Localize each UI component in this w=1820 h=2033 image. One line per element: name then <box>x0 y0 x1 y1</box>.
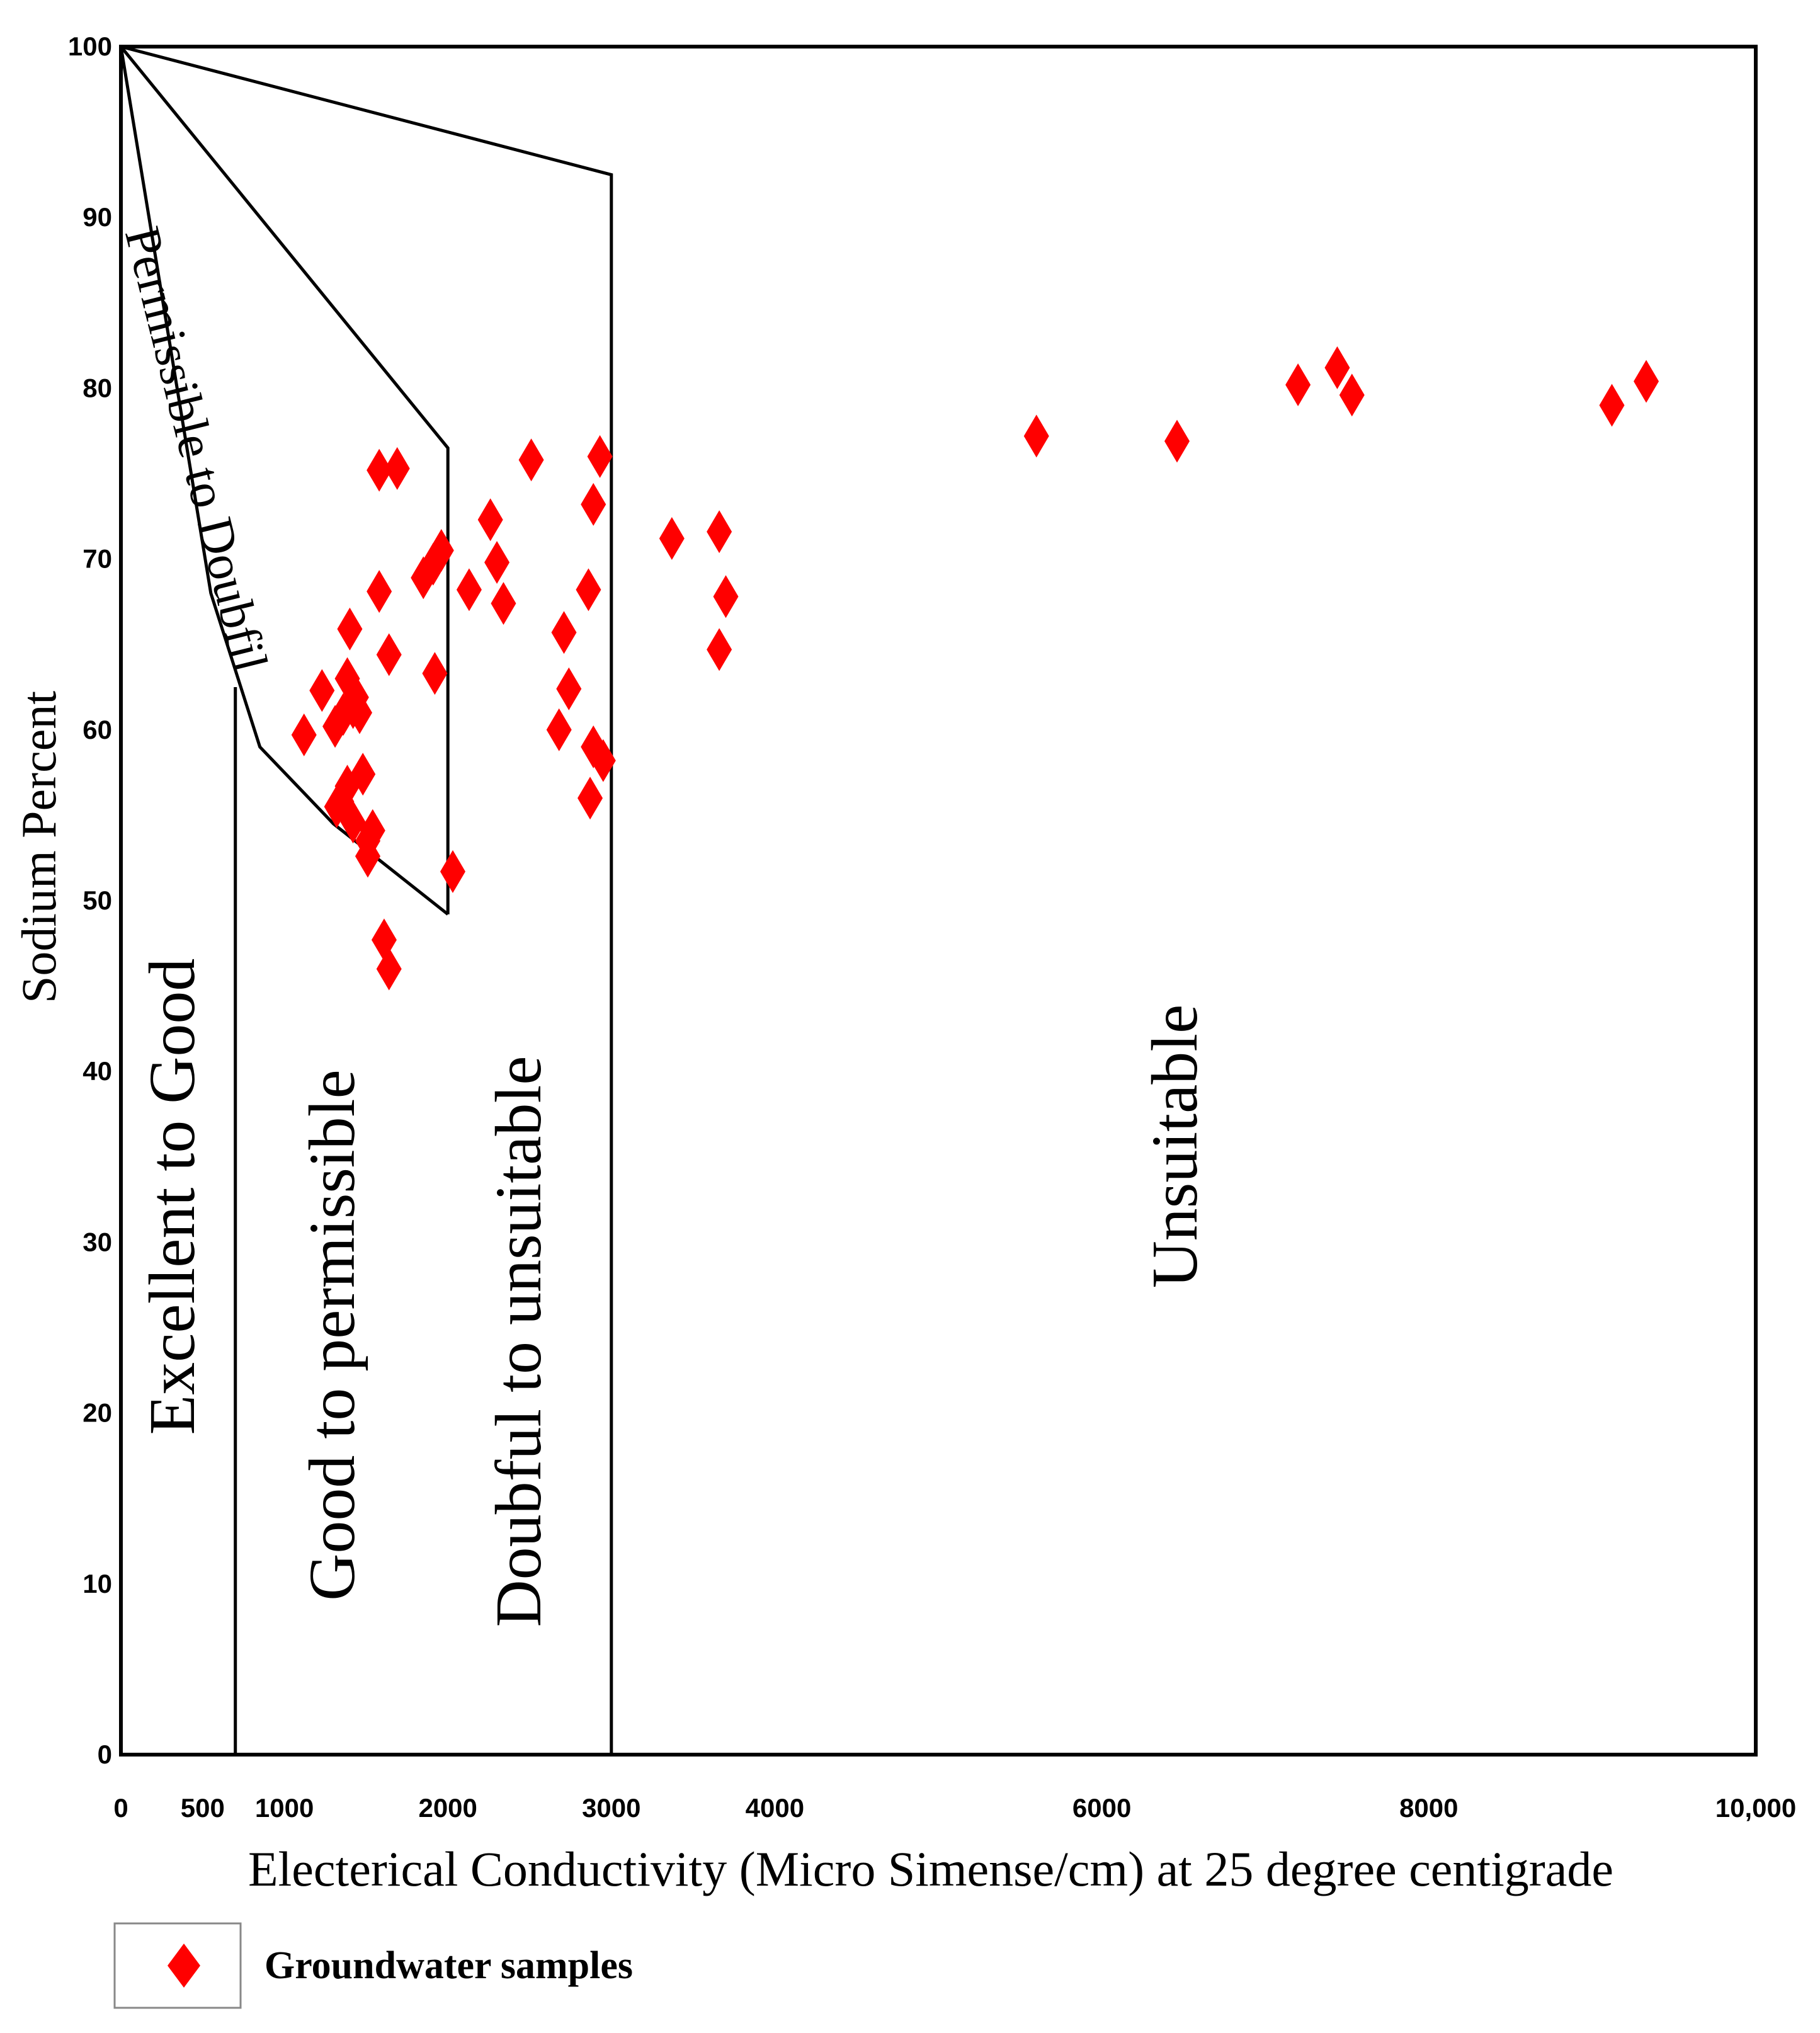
sample-point <box>456 568 482 612</box>
y-axis-ticks: 0 10 20 30 40 50 60 70 80 90 100 <box>68 31 112 1769</box>
sample-point <box>291 713 317 756</box>
x-tick-label: 10,000 <box>1715 1793 1796 1823</box>
legend-label: Groundwater samples <box>264 1944 633 1987</box>
sample-point <box>556 667 582 710</box>
plot-frame <box>119 45 1758 1757</box>
y-tick-label: 40 <box>82 1056 112 1086</box>
legend-diamond-marker <box>168 1944 200 1988</box>
y-axis-label: Sodium Percent <box>11 691 66 1003</box>
sample-point <box>1599 384 1625 427</box>
sample-point <box>422 652 448 695</box>
region-label-excellent-to-good: Excellent to Good <box>136 959 208 1435</box>
x-axis-ticks: 0 500 1000 2000 3000 4000 6000 8000 10,000 <box>113 1793 1796 1823</box>
boundary-line-0 <box>120 45 613 1755</box>
region-label-good-to-permissible: Good to permissible <box>296 1069 368 1600</box>
y-tick-label: 50 <box>82 886 112 915</box>
y-tick-label: 0 <box>98 1740 112 1769</box>
x-tick-label: 2000 <box>418 1793 477 1823</box>
legend: Groundwater samples <box>113 1922 633 2009</box>
sample-point <box>440 850 465 893</box>
sample-point <box>1285 363 1311 406</box>
sample-point <box>577 777 603 820</box>
sample-point <box>491 582 516 625</box>
region-label-doubtful-to-unsuitable: Doubful to unsuitable <box>482 1056 555 1627</box>
sample-point <box>590 739 616 782</box>
sample-point <box>1164 419 1190 463</box>
y-tick-label: 30 <box>82 1227 112 1256</box>
region-label-permissible-to-doubtful: Permissible to Doubfil <box>114 222 278 678</box>
y-tick-label: 10 <box>82 1569 112 1598</box>
x-tick-label: 8000 <box>1399 1793 1458 1823</box>
y-tick-label: 90 <box>82 202 112 232</box>
groundwater-sample-points <box>291 346 1659 991</box>
sample-point <box>713 575 739 618</box>
sample-point <box>576 568 601 612</box>
y-tick-label: 100 <box>68 31 112 61</box>
sample-point <box>546 708 572 751</box>
x-tick-label: 4000 <box>746 1793 804 1823</box>
x-tick-label: 1000 <box>255 1793 314 1823</box>
y-tick-label: 70 <box>82 544 112 574</box>
y-tick-label: 20 <box>82 1398 112 1428</box>
sample-point <box>581 482 606 526</box>
region-label-unsuitable: Unsuitable <box>1139 1005 1211 1289</box>
sample-point <box>367 570 392 613</box>
sample-point <box>376 633 402 676</box>
sample-point <box>1324 346 1350 389</box>
x-tick-label: 500 <box>181 1793 225 1823</box>
x-tick-label: 3000 <box>582 1793 640 1823</box>
sample-point <box>551 611 577 654</box>
sample-point <box>1023 414 1049 458</box>
sample-point <box>707 510 732 554</box>
x-axis-label: Electerical Conductivity (Micro Simense/… <box>248 1842 1613 1896</box>
sample-point <box>428 529 454 572</box>
sample-point <box>659 517 685 561</box>
sample-point <box>587 435 613 478</box>
y-tick-label: 80 <box>82 373 112 402</box>
sample-point <box>367 448 392 492</box>
boundary-line-1 <box>120 45 450 914</box>
x-tick-label: 0 <box>113 1793 128 1823</box>
sample-point <box>518 438 544 482</box>
sample-point <box>347 691 373 734</box>
sample-point <box>350 753 376 796</box>
y-tick-label: 60 <box>82 715 112 744</box>
sample-point <box>1339 373 1365 417</box>
sample-point <box>337 607 363 651</box>
sample-point <box>376 947 402 991</box>
sample-point <box>309 669 335 712</box>
sample-point <box>477 498 503 542</box>
sample-point <box>1634 360 1659 403</box>
sample-point <box>340 800 366 844</box>
sample-point <box>384 447 410 490</box>
sample-point <box>484 541 510 584</box>
x-tick-label: 6000 <box>1072 1793 1131 1823</box>
sample-point <box>707 628 732 671</box>
sample-point <box>355 834 380 878</box>
